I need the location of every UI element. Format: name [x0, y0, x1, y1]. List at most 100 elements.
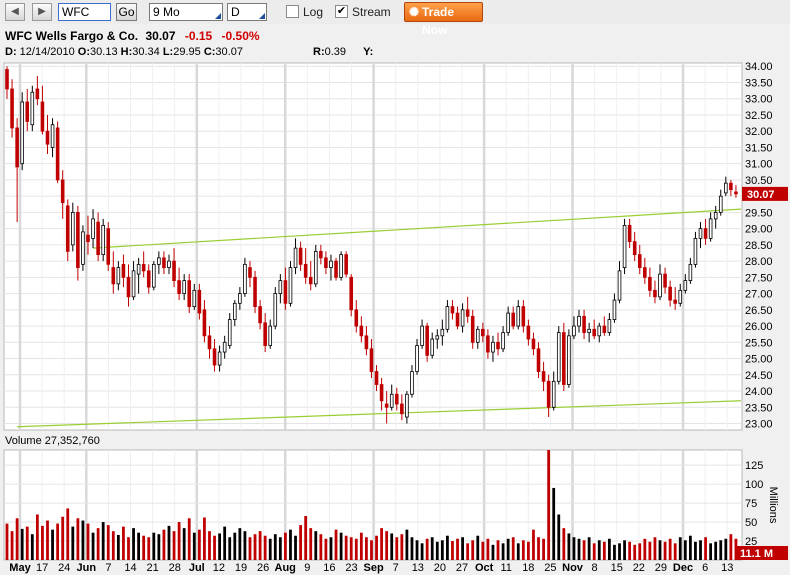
volume-value: 27,352,760: [44, 435, 100, 447]
candle-body: [55, 127, 60, 181]
candle-body: [303, 263, 308, 278]
volume-bar: [415, 540, 419, 560]
volume-bar: [213, 535, 216, 560]
volume-bar: [592, 543, 596, 560]
toolbar: ◀ ▶ WFC Go 9 Mo D Log ✔ Stream ✺ Trade N…: [0, 0, 790, 37]
candle-body: [60, 179, 65, 204]
volume-bar: [71, 526, 75, 560]
date-tick-label: 9: [304, 562, 310, 574]
candle-body: [572, 325, 576, 337]
volume-bar: [527, 541, 530, 560]
volume-bar: [111, 531, 115, 560]
candle-body: [283, 280, 288, 304]
candle-body: [50, 124, 55, 148]
date-tick-label: 13: [412, 562, 424, 574]
candle-body: [30, 91, 35, 126]
dropdown-corner-icon: [215, 13, 221, 19]
volume-bar: [638, 543, 642, 560]
forward-arrow-icon[interactable]: ▶: [32, 3, 52, 21]
symbol-input[interactable]: WFC: [58, 3, 111, 21]
volume-bar: [182, 528, 186, 560]
volume-bar: [172, 531, 176, 560]
period-select[interactable]: 9 Mo: [149, 3, 223, 21]
volume-bar: [192, 532, 196, 560]
candle-body: [263, 322, 267, 346]
volume-bar: [395, 537, 399, 560]
date-tick-label: 21: [146, 562, 158, 574]
volume-bar: [299, 525, 302, 560]
candle-body: [698, 228, 703, 239]
volume-bar: [314, 531, 318, 560]
candle-body: [111, 267, 116, 285]
candle-body: [222, 341, 227, 353]
price-tick-label: 23.50: [745, 402, 773, 414]
candle-body: [212, 348, 217, 366]
candle-body: [91, 218, 95, 239]
price-change-pct: -0.50%: [221, 29, 260, 43]
go-button[interactable]: Go: [116, 3, 137, 21]
close-label: C:: [203, 46, 216, 58]
trade-now-button[interactable]: ✺ Trade Now: [404, 2, 483, 37]
log-label: Log: [303, 5, 324, 19]
interval-value: D: [231, 5, 240, 19]
candle-body: [612, 299, 617, 320]
price-tick-label: 26.50: [745, 305, 773, 317]
volume-bar: [587, 537, 591, 560]
y-label: Y:: [363, 46, 374, 58]
volume-bar: [208, 531, 211, 560]
volume-tick-label: 100: [745, 479, 763, 491]
price-tick-label: 25.00: [745, 354, 773, 366]
log-checkbox[interactable]: [286, 5, 299, 18]
volume-bar: [243, 531, 247, 560]
candle-body: [531, 338, 536, 350]
stream-checkbox[interactable]: ✔: [335, 5, 348, 18]
volume-bar: [187, 518, 191, 560]
price-change: -0.15: [184, 29, 213, 43]
date-tick-label: Sep: [364, 562, 384, 574]
volume-bar: [329, 537, 333, 560]
volume-readout: Volume 27,352,760: [5, 435, 100, 447]
candle-body: [673, 299, 677, 304]
candle-body: [602, 325, 607, 333]
candle-body: [86, 234, 90, 243]
volume-bar: [506, 538, 510, 560]
volume-bar: [511, 537, 515, 560]
date-tick-label: Jun: [77, 562, 97, 574]
volume-bar: [704, 537, 707, 560]
candle-body: [172, 260, 176, 282]
candle-body: [627, 224, 632, 243]
r-readout: R:0.39 Y:: [313, 46, 373, 58]
volume-bar: [238, 528, 242, 560]
candle-body: [617, 270, 622, 301]
volume-bar: [344, 535, 348, 560]
volume-bar: [106, 525, 110, 560]
candle-body: [278, 280, 283, 294]
candle-body: [146, 270, 151, 288]
interval-select[interactable]: D: [227, 3, 267, 21]
volume-bar: [425, 538, 429, 560]
price-tick-label: 30.50: [745, 175, 773, 187]
candle-body: [658, 273, 662, 298]
date-tick-label: 6: [702, 562, 708, 574]
date-tick-label: 7: [105, 562, 111, 574]
candle-body: [308, 276, 313, 285]
volume-bar: [481, 541, 485, 560]
volume-bar: [602, 541, 606, 560]
volume-bar: [516, 543, 520, 560]
candle-body: [106, 228, 111, 265]
date-tick-label: 7: [393, 562, 399, 574]
back-arrow-icon[interactable]: ◀: [5, 3, 25, 21]
volume-bar: [101, 522, 105, 560]
candle-body: [76, 211, 80, 269]
volume-bar: [562, 528, 566, 560]
candle-body: [622, 224, 627, 269]
candle-body: [556, 332, 561, 382]
candle-body: [141, 263, 146, 272]
volume-bar: [597, 540, 601, 560]
volume-bar: [673, 543, 677, 560]
volume-bar: [385, 531, 389, 560]
candle-body: [475, 328, 480, 343]
volume-tick-label: 125: [745, 460, 763, 472]
date-tick-label: Nov: [562, 562, 584, 574]
